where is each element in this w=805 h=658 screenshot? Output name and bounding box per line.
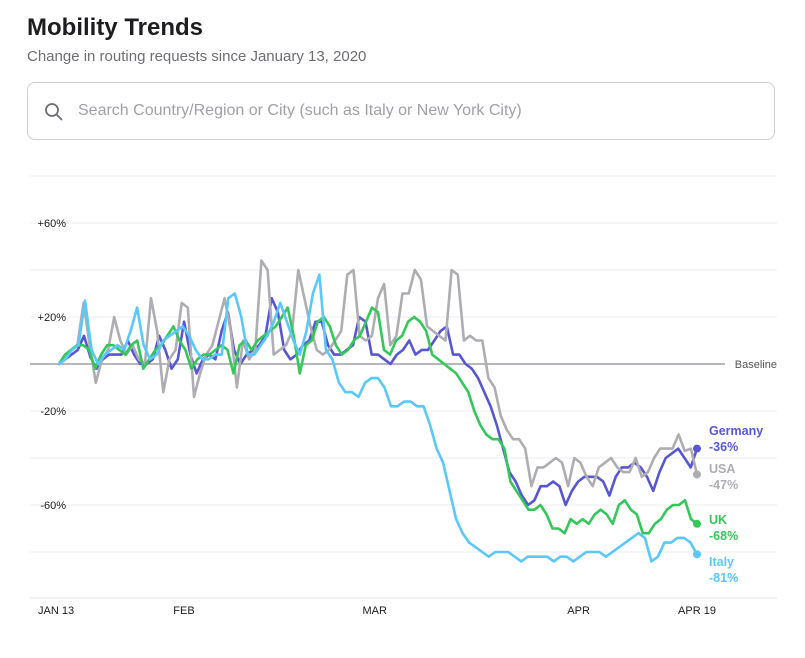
x-tick-label: APR 19 bbox=[678, 605, 716, 617]
legend-value-germany: -36% bbox=[709, 440, 738, 454]
baseline-label: Baseline bbox=[735, 359, 777, 371]
legend-value-italy: -81% bbox=[709, 571, 738, 585]
x-tick-label: FEB bbox=[173, 605, 194, 617]
x-tick-label: APR bbox=[567, 605, 590, 617]
search-box[interactable] bbox=[27, 82, 775, 140]
page-subtitle: Change in routing requests since January… bbox=[27, 48, 367, 65]
legend-value-uk: -68% bbox=[709, 529, 738, 543]
legend-name-italy: Italy bbox=[709, 555, 734, 569]
series-line-italy bbox=[57, 273, 699, 563]
series-end-dot-uk bbox=[693, 519, 701, 528]
search-icon bbox=[45, 103, 63, 121]
y-tick-label: -20% bbox=[40, 406, 66, 418]
series-line-usa bbox=[57, 259, 699, 488]
legend-name-usa: USA bbox=[709, 462, 735, 476]
series-line-uk bbox=[57, 306, 699, 535]
series-end-dot-germany bbox=[693, 444, 701, 453]
series-end-dot-usa bbox=[693, 470, 701, 479]
x-tick-label: MAR bbox=[362, 605, 387, 617]
search-input[interactable] bbox=[78, 83, 758, 139]
mobility-chart: Baseline +60% +20% -20% -60% JAN 13 FEB MAR APR A… bbox=[30, 175, 777, 617]
y-tick-label: +20% bbox=[38, 312, 67, 324]
y-tick-label: -60% bbox=[40, 500, 66, 512]
legend-name-germany: Germany bbox=[709, 424, 763, 438]
page-title: Mobility Trends bbox=[27, 14, 204, 41]
legend-value-usa: -47% bbox=[709, 478, 738, 492]
y-tick-label: +60% bbox=[38, 218, 67, 230]
series-line-germany bbox=[57, 296, 699, 507]
series-end-dot-italy bbox=[693, 550, 701, 559]
x-tick-label: JAN 13 bbox=[38, 605, 74, 617]
legend-name-uk: UK bbox=[709, 513, 727, 527]
